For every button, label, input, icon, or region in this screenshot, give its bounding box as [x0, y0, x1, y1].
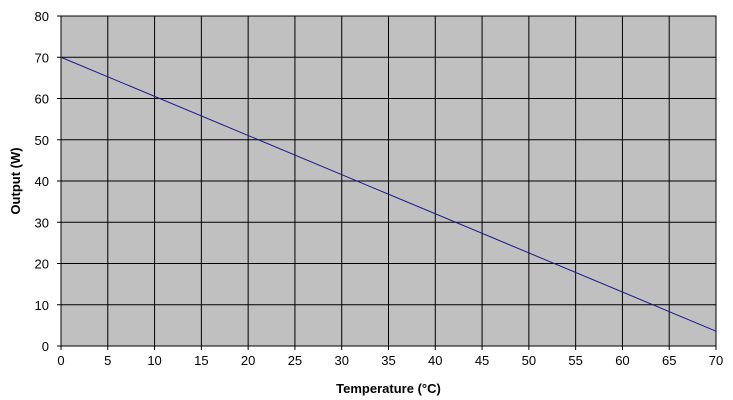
grid: [57, 15, 717, 350]
x-tick-label: 35: [381, 353, 395, 368]
x-tick-label: 20: [241, 353, 255, 368]
y-tick-label: 10: [35, 298, 49, 313]
y-tick-labels: 0 10 20 30 40 50 60 70 80: [35, 9, 49, 354]
y-axis-title: Output (W): [8, 147, 23, 214]
x-tick-label: 50: [522, 353, 536, 368]
x-tick-label: 15: [194, 353, 208, 368]
y-tick-label: 80: [35, 9, 49, 24]
x-tick-label: 70: [709, 353, 723, 368]
x-tick-labels: 0 5 10 15 20 25 30 35 40 45 50 55 60 65 70: [57, 353, 723, 368]
x-tick-label: 40: [428, 353, 442, 368]
x-tick-label: 10: [147, 353, 161, 368]
y-tick-label: 40: [35, 174, 49, 189]
x-tick-label: 0: [57, 353, 64, 368]
x-tick-label: 5: [104, 353, 111, 368]
x-axis-title: Temperature (°C): [336, 381, 441, 396]
y-tick-label: 30: [35, 215, 49, 230]
x-tick-label: 65: [662, 353, 676, 368]
x-tick-label: 55: [568, 353, 582, 368]
y-tick-label: 0: [42, 339, 49, 354]
y-tick-label: 20: [35, 257, 49, 272]
y-tick-label: 50: [35, 133, 49, 148]
y-tick-label: 70: [35, 50, 49, 65]
x-tick-label: 25: [288, 353, 302, 368]
y-tick-label: 60: [35, 92, 49, 107]
x-tick-label: 45: [475, 353, 489, 368]
x-tick-label: 30: [334, 353, 348, 368]
series-line: [60, 56, 717, 332]
x-tick-label: 60: [615, 353, 629, 368]
series-lines: [60, 56, 717, 332]
